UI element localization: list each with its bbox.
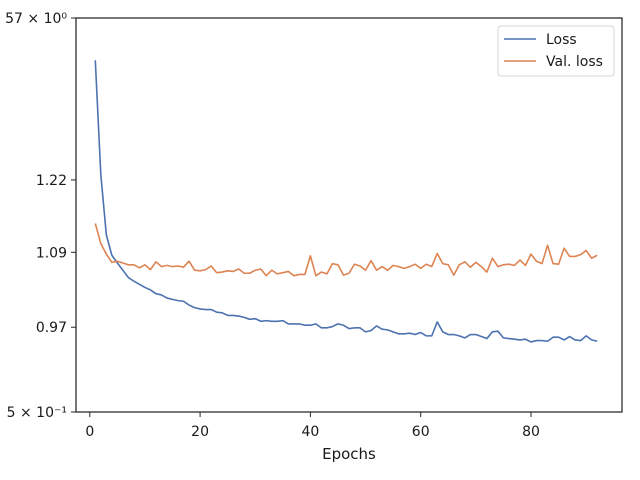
x-tick-label: 20 [191,424,209,440]
x-tick-label: 40 [301,424,319,440]
legend: Loss Val. loss [497,25,615,77]
legend-label-loss: Loss [546,32,577,48]
x-tick-label: 60 [412,424,430,440]
x-axis-label: Epochs [322,445,376,463]
series-line-val-loss [94,223,598,277]
y-tick-label: 1.22 [36,173,67,189]
x-tick-label: 0 [85,424,94,440]
y-tick-label: 0.97 [36,320,67,336]
y-tick-label: 5 × 10⁻¹ [7,405,67,421]
series-line-loss [94,60,598,343]
legend-label-val-loss: Val. loss [546,54,603,70]
axes: 0 20 40 60 80 5 × 10⁻¹ 0.97 1.09 1.22 57 × 10⁰ [5,11,623,440]
x-tick-label: 80 [522,424,540,440]
plot-area [94,60,598,343]
y-tick-label: 57 × 10⁰ [5,11,67,27]
plot-frame [75,17,623,413]
y-tick-label: 1.09 [36,245,67,261]
